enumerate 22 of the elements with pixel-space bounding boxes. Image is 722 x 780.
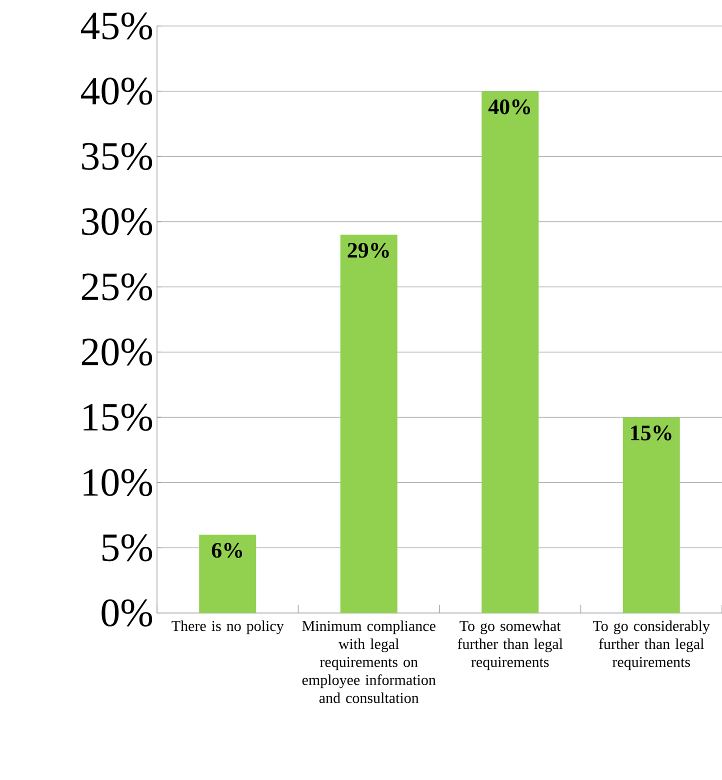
- y-tick-label: 10%: [84, 468, 152, 496]
- y-tick-label: 5%: [102, 534, 152, 562]
- bar: [199, 534, 256, 613]
- x-tick-label: To go considerably further than legal requirements: [593, 620, 710, 670]
- y-tick-label: 20%: [82, 338, 152, 366]
- data-label: 40%: [488, 99, 530, 114]
- y-tick-label: 35%: [82, 142, 152, 170]
- x-tick-label: Minimum compliance with legal requirements on employee information and consultation: [302, 620, 436, 704]
- y-tick-label: 40%: [80, 78, 152, 105]
- bar: [622, 417, 680, 613]
- data-label: 6%: [212, 542, 242, 558]
- y-tick-label: 25%: [82, 273, 152, 300]
- y-tick-label: 0%: [102, 599, 152, 627]
- data-label: 29%: [348, 242, 389, 258]
- bar: [482, 91, 539, 613]
- y-tick-label: 30%: [82, 208, 152, 236]
- y-tick-label: 15%: [84, 404, 152, 431]
- y-tick-label: 45%: [80, 12, 152, 40]
- data-label: 15%: [631, 426, 672, 440]
- x-tick-label: There is no policy: [172, 620, 284, 634]
- bar: [340, 234, 398, 613]
- x-tick-label: To go somewhat further than legal requirements: [458, 620, 563, 670]
